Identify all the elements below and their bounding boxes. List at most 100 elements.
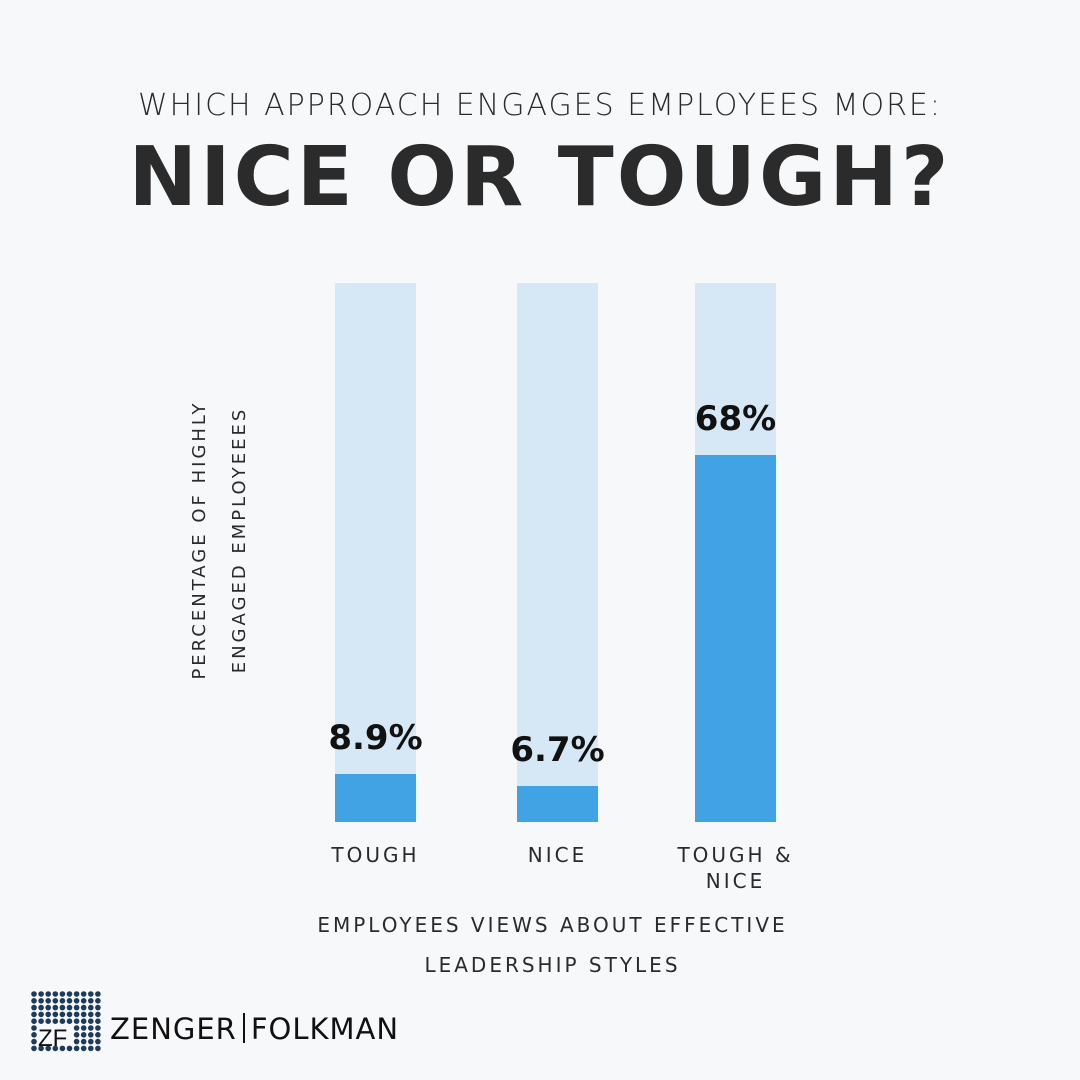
logo-dot <box>95 1038 101 1045</box>
logo-dot <box>31 991 37 997</box>
logo-dot <box>66 1018 73 1024</box>
x-axis-label: EMPLOYEES VIEWS ABOUT EFFECTIVE LEADERSH… <box>0 905 1080 985</box>
logo-dot <box>80 1018 87 1024</box>
logo-dot <box>95 1045 101 1052</box>
brand-divider <box>242 1013 245 1043</box>
brand-name-left: ZENGER <box>110 1012 237 1046</box>
logo-dot <box>31 1038 37 1045</box>
data-label: 8.9% <box>328 718 423 759</box>
logo-dot <box>95 998 101 1004</box>
logo-dot <box>31 1025 37 1031</box>
logo-dot <box>31 1004 37 1011</box>
y-axis-label: PERCENTAGE OF HIGHLY ENGAGED EMPLOYEEES <box>180 400 260 679</box>
logo-dot <box>73 1011 80 1018</box>
bar <box>335 774 416 822</box>
logo-dot <box>31 1018 37 1024</box>
logo-dot <box>95 991 101 997</box>
logo-dot <box>95 1018 101 1024</box>
logo-dot <box>73 1004 80 1011</box>
chart-title: NICE OR TOUGH? <box>128 130 952 225</box>
logo-dot <box>45 991 51 997</box>
logo-dot <box>80 1025 87 1031</box>
zenger-folkman-logo: ZF <box>31 991 101 1052</box>
logo-dot <box>52 1045 59 1052</box>
chart-subtitle: WHICH APPROACH ENGAGES EMPLOYEES MORE: <box>138 88 942 123</box>
logo-dot <box>31 998 37 1004</box>
brand-name: ZENGER FOLKMAN <box>110 1012 399 1046</box>
logo-dot <box>66 1011 73 1018</box>
logo-dot <box>45 1011 51 1018</box>
bar-track: 8.9% <box>328 283 423 822</box>
logo-monogram: ZF <box>38 1025 67 1052</box>
logo-dot <box>59 991 66 997</box>
logo-dot <box>45 1018 51 1024</box>
logo-dot <box>95 1011 101 1018</box>
logo-dot <box>59 1018 66 1024</box>
logo-dot <box>88 991 94 997</box>
logo-dot <box>66 1045 73 1052</box>
logo-dot <box>88 1045 94 1052</box>
logo-dot <box>73 1032 80 1038</box>
bar-track: 6.7% <box>510 283 605 822</box>
x-axis-label-line: EMPLOYEES VIEWS ABOUT EFFECTIVE <box>317 913 788 937</box>
logo-dot <box>31 1032 37 1038</box>
brand-name-right: FOLKMAN <box>250 1012 400 1046</box>
logo-dot <box>38 998 44 1004</box>
logo-dot <box>38 1011 44 1018</box>
logo-dot <box>88 1011 94 1018</box>
logo-dot <box>38 1004 44 1011</box>
category-label: NICE <box>527 843 588 867</box>
logo-dot <box>52 991 59 997</box>
bar <box>517 785 598 822</box>
logo-dot <box>73 998 80 1004</box>
logo-dot <box>66 998 73 1004</box>
logo-dot <box>52 1011 59 1018</box>
logo-dot <box>52 1018 59 1024</box>
category-label: TOUGH & NICE <box>677 843 794 893</box>
logo-dot <box>80 1045 87 1052</box>
logo-dot <box>66 991 73 997</box>
logo-dot <box>73 991 80 997</box>
logo-dot <box>59 1011 66 1018</box>
logo-dot <box>73 1038 80 1045</box>
logo-dot <box>59 1045 66 1052</box>
logo-dot <box>80 1004 87 1011</box>
logo-dot <box>66 1004 73 1011</box>
logo-dot <box>52 1004 59 1011</box>
logo-dot <box>38 1045 44 1052</box>
logo-dot <box>73 1018 80 1024</box>
logo-dot <box>80 991 87 997</box>
logo-dot <box>59 998 66 1004</box>
logo-dot <box>31 1045 37 1052</box>
category-label: TOUGH <box>331 843 420 867</box>
x-axis-label-line: LEADERSHIP STYLES <box>424 953 681 977</box>
bar-track: 68% <box>695 283 776 822</box>
y-axis-label-line: PERCENTAGE OF HIGHLY <box>189 400 210 680</box>
logo-dot <box>95 1032 101 1038</box>
y-axis-label-line: ENGAGED EMPLOYEEES <box>229 406 250 674</box>
logo-dot <box>59 1004 66 1011</box>
logo-dot <box>88 998 94 1004</box>
logo-dot <box>80 998 87 1004</box>
logo-dot <box>31 1011 37 1018</box>
logo-dot <box>38 1018 44 1024</box>
logo-dot <box>80 1032 87 1038</box>
logo-dot <box>88 1018 94 1024</box>
data-label: 68% <box>694 399 777 440</box>
logo-dot <box>45 1045 51 1052</box>
logo-dot <box>95 1025 101 1031</box>
logo-dot <box>80 1038 87 1045</box>
logo-dot <box>45 1004 51 1011</box>
logo-dot <box>45 998 51 1004</box>
logo-dot <box>73 1025 80 1031</box>
logo-dot <box>95 1004 101 1011</box>
data-label: 6.7% <box>510 729 605 770</box>
logo-dot <box>38 991 44 997</box>
logo-dot <box>80 1011 87 1018</box>
logo-dot <box>88 1004 94 1011</box>
logo-dot <box>52 998 59 1004</box>
logo-dot <box>88 1038 94 1045</box>
logo-dot <box>88 1025 94 1031</box>
logo-dot <box>88 1032 94 1038</box>
